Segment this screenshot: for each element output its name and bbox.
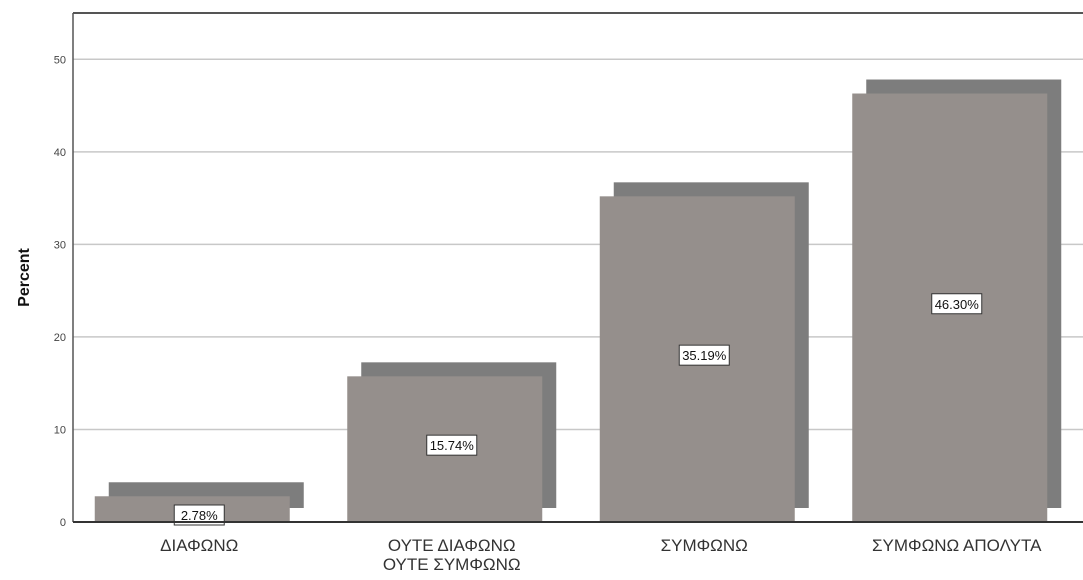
data-label-box [426,434,478,456]
data-label: 15.74% [430,438,475,453]
data-label-box [173,504,225,526]
data-label: 35.19% [682,348,727,363]
data-label: 2.78% [181,508,218,523]
data-label: 46.30% [935,297,980,312]
data-label-box [678,344,730,366]
y-tick-label: 40 [54,147,66,159]
y-tick-label: 50 [54,54,66,66]
x-tick-label: ΣΥΜΦΩΝΩ ΑΠΟΛΥΤΑ [872,536,1042,555]
y-tick-label: 20 [54,332,66,344]
x-tick-label: ΣΥΜΦΩΝΩ [661,536,748,555]
y-tick-label: 30 [54,239,66,251]
x-tick-label: ΟΥΤΕ ΣΥΜΦΩΝΩ [383,555,521,574]
y-axis-title: Percent [16,247,33,306]
x-tick-label: ΔΙΑΦΩΝΩ [160,536,238,555]
data-label-box [931,293,983,315]
y-tick-label: 10 [54,424,66,436]
y-tick-label: 0 [60,517,66,529]
x-tick-label: ΟΥΤΕ ΔΙΑΦΩΝΩ [388,536,516,555]
